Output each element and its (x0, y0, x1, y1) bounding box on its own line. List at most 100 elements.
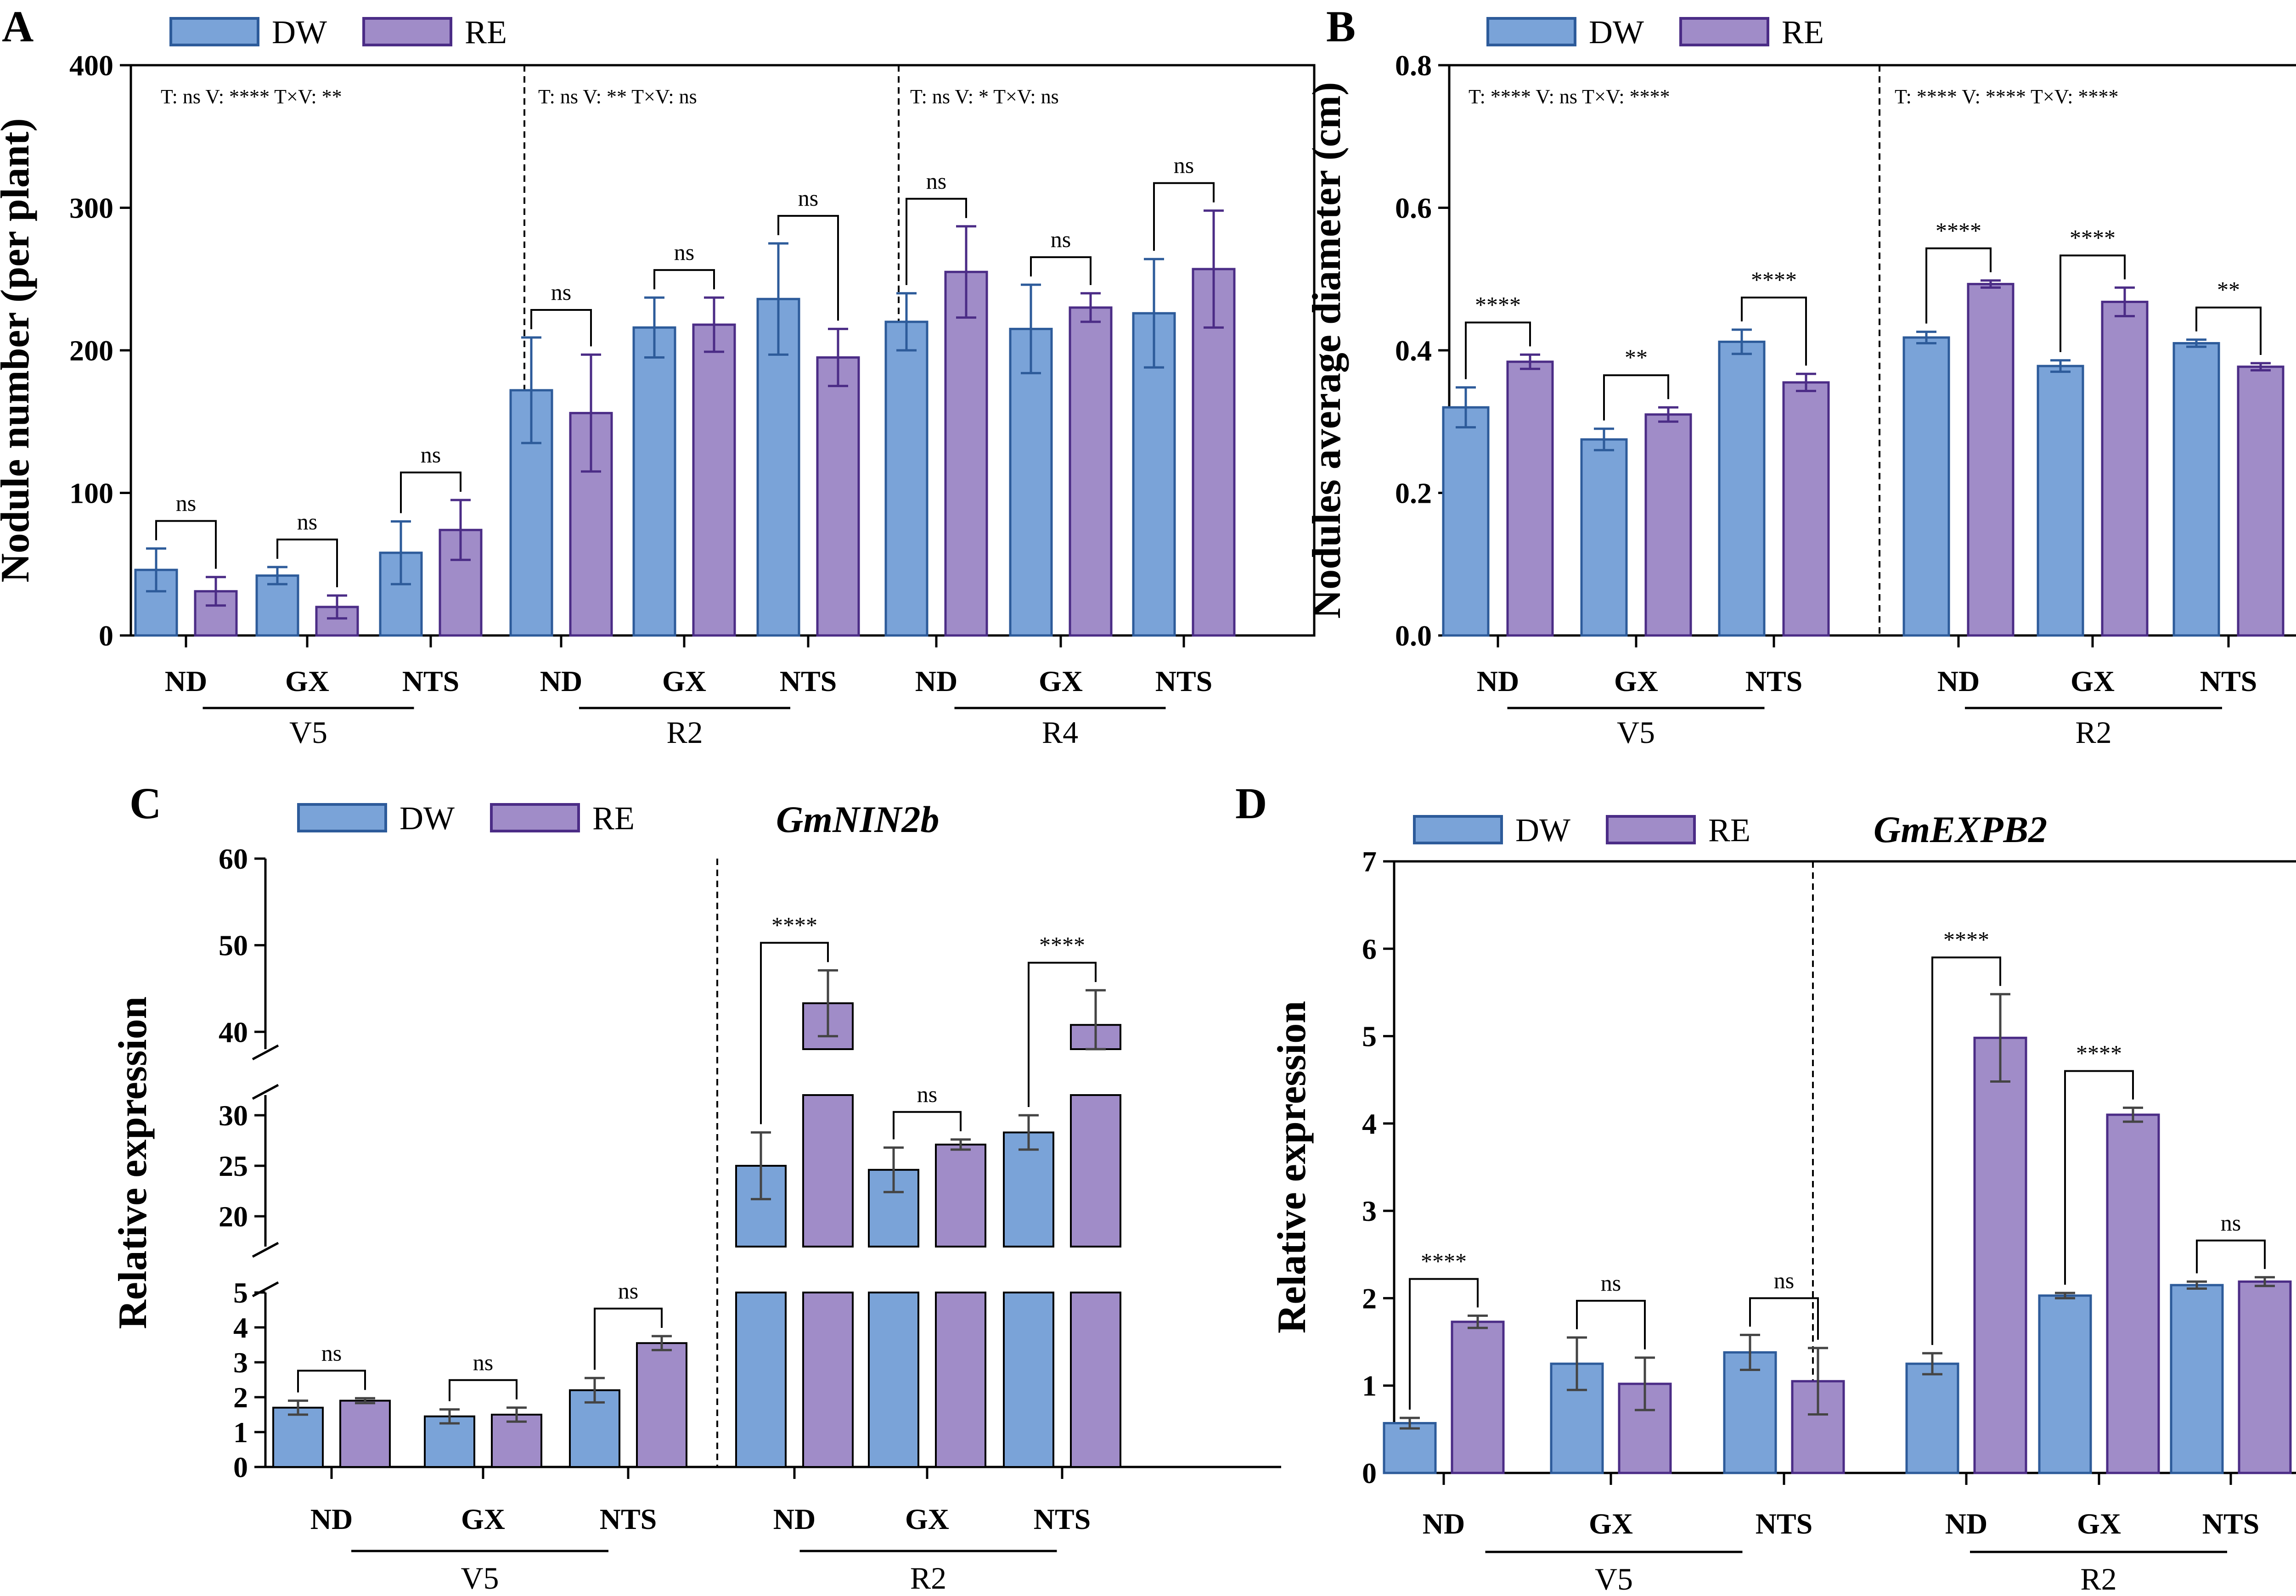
significance-bracket: **** (1465, 292, 1531, 379)
significance-line (1603, 374, 1669, 421)
legend-label-dw: DW (272, 14, 327, 51)
axis-break-mark (252, 1084, 279, 1100)
y-tick-label: 0.0 (1395, 619, 1432, 652)
significance-line (155, 520, 217, 569)
significance-label: **** (1421, 1248, 1467, 1274)
error-bar (355, 1397, 375, 1405)
error-bar (1990, 993, 2010, 1083)
significance-bracket: **** (1931, 927, 2001, 1345)
y-tick-label: 60 (219, 843, 248, 875)
y-tick-label: 5 (233, 1276, 248, 1309)
y-tick-label: 400 (69, 49, 113, 82)
error-bar (450, 499, 471, 561)
plot-frame (1448, 64, 2296, 637)
x-tick-label: NTS (780, 665, 837, 697)
error-bar (1808, 1347, 1828, 1416)
bar-re (935, 1292, 986, 1468)
significance-label: ns (297, 509, 317, 534)
significance-bracket: ns (653, 239, 715, 290)
error-bar (951, 1138, 971, 1151)
bar-dw (2170, 1284, 2224, 1474)
y-axis-title: Relative expression (111, 996, 155, 1329)
legend-label-re: RE (465, 14, 507, 51)
significance-label: ns (2221, 1210, 2241, 1236)
significance-line (893, 1111, 962, 1140)
gene-title-c: GmNIN2b (776, 798, 939, 840)
error-bar (585, 1377, 605, 1404)
significance-line (1153, 182, 1215, 251)
significance-bracket: ns (2196, 1210, 2266, 1274)
legend-swatch-re (362, 17, 452, 46)
bar-re (2237, 365, 2285, 637)
error-bar (521, 336, 541, 444)
significance-label: **** (2076, 1040, 2122, 1066)
significance-bracket: ** (1603, 344, 1669, 421)
error-bar (439, 1408, 460, 1425)
y-tick-label: 0 (233, 1451, 248, 1484)
axis-break-mark (252, 1242, 279, 1258)
error-bar (1400, 1416, 1420, 1430)
legend-label-dw: DW (400, 800, 455, 837)
panel-letter-a: A (2, 2, 34, 51)
bar-re (802, 1292, 854, 1468)
panel-letter-d: D (1235, 779, 1267, 828)
stage-label-r2: R2 (2075, 715, 2111, 750)
error-bar (956, 225, 976, 319)
significance-label: **** (1039, 932, 1085, 958)
error-bar (2251, 362, 2271, 371)
error-bar (1567, 1336, 1587, 1391)
bar-dw (1003, 1292, 1054, 1468)
bar-dw (1718, 340, 1766, 637)
x-tick-label: ND (165, 665, 207, 697)
error-bar (828, 327, 848, 388)
legend-swatch-dw (169, 17, 259, 46)
error-bar (818, 969, 838, 1038)
y-tick-label: 7 (1362, 845, 1377, 878)
bar-re (1451, 1321, 1505, 1474)
y-tick-label: 3 (233, 1346, 248, 1379)
y-tick-label: 0.8 (1395, 49, 1432, 82)
axis-break-mark (252, 1281, 279, 1298)
error-bar (1916, 331, 1936, 344)
x-tick-label: NTS (1756, 1507, 1813, 1540)
error-bar (2123, 1107, 2143, 1123)
significance-line (297, 1370, 366, 1393)
y-tick-label: 5 (1362, 1020, 1377, 1053)
significance-bracket: ns (893, 1081, 962, 1140)
x-tick-label: NTS (1034, 1503, 1091, 1535)
error-bar (1635, 1356, 1655, 1411)
panel-a: A DW RE T: ns V: **** T×V: ** T: ns V: ** T… (0, 2, 1316, 750)
axis-break-mark (252, 1044, 279, 1061)
y-tick-label: 40 (219, 1016, 248, 1048)
significance-line (653, 269, 715, 290)
significance-bracket: ** (2195, 277, 2262, 355)
bar-dw (868, 1292, 919, 1468)
significance-bracket: ns (1030, 226, 1092, 285)
significance-bracket: **** (2064, 1040, 2134, 1285)
y-tick-label: 1 (233, 1416, 248, 1449)
bar-re (1192, 268, 1236, 637)
significance-label: ** (1625, 344, 1648, 370)
significance-label: ns (1174, 152, 1194, 178)
stage-label-v5: V5 (1595, 1562, 1633, 1596)
y-tick-label: 0 (1362, 1457, 1377, 1489)
error-bar (2187, 1280, 2207, 1290)
bar-re (1973, 1036, 2027, 1474)
x-tick-label: ND (1423, 1507, 1465, 1540)
significance-label: **** (2070, 225, 2116, 250)
significance-line (906, 197, 967, 285)
significance-bracket: ns (449, 1349, 518, 1401)
error-bar (1019, 1114, 1039, 1151)
stage-label-v5: V5 (461, 1561, 499, 1596)
significance-line (1741, 296, 1807, 366)
bar-re (2101, 300, 2149, 637)
significance-bracket: ns (1749, 1267, 1819, 1340)
y-tick-label: 0 (99, 619, 113, 652)
bar-re (816, 356, 860, 637)
significance-line (1465, 321, 1531, 379)
error-bar (267, 566, 287, 585)
error-bar (206, 576, 226, 607)
stage-label-r2: R2 (666, 715, 703, 750)
error-bar (1740, 1333, 1760, 1371)
bar-re (491, 1414, 542, 1468)
